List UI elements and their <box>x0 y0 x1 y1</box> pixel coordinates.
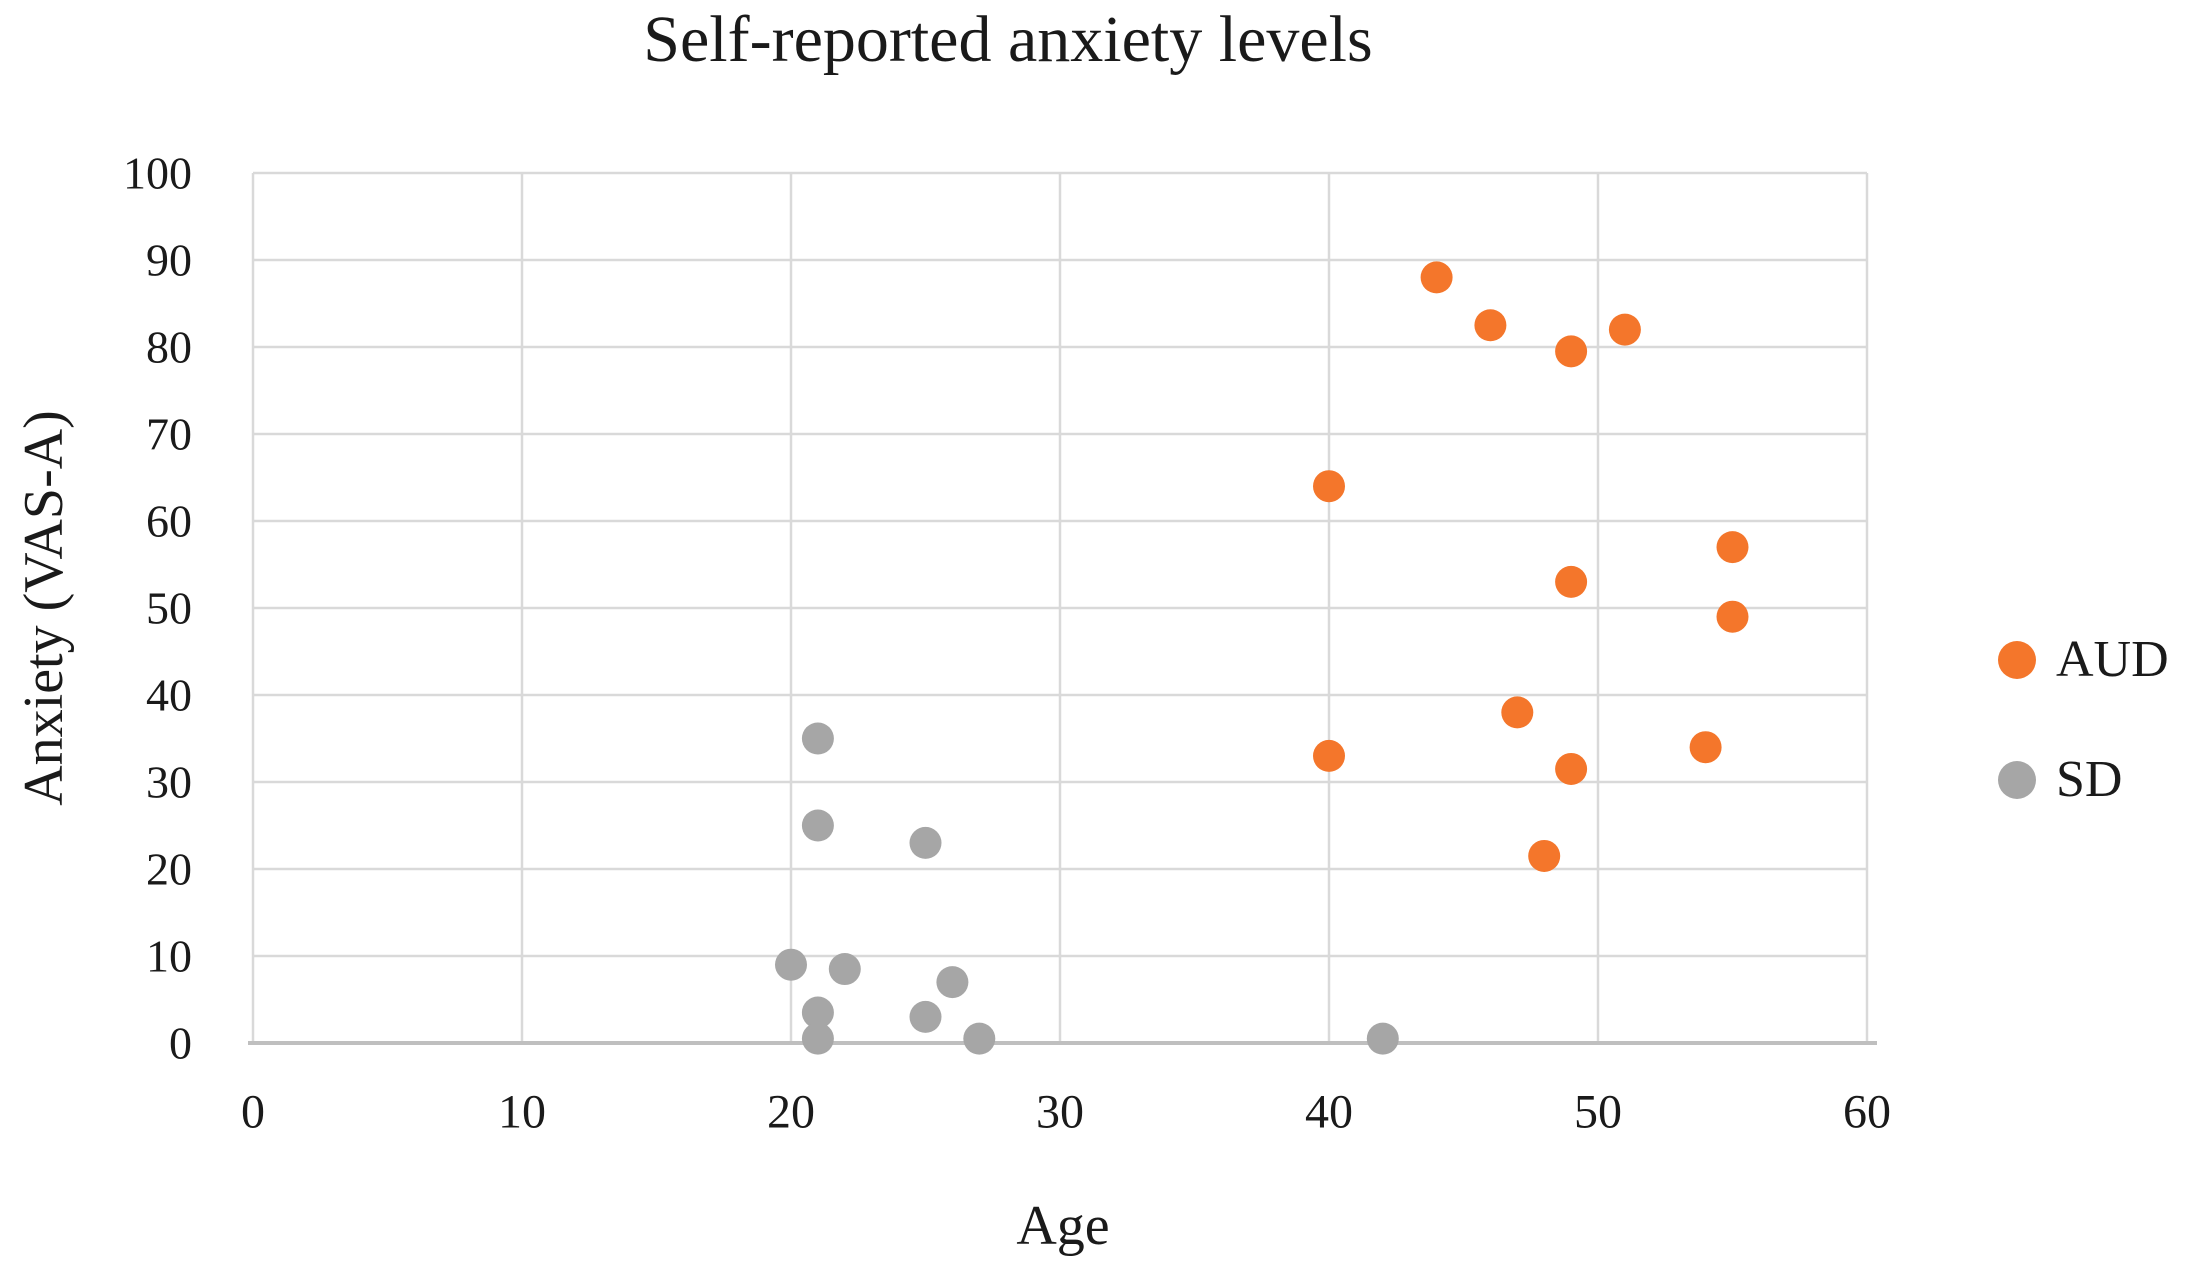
y-tick-label: 0 <box>169 1018 192 1069</box>
data-point-sd <box>775 948 807 981</box>
x-tick-label: 10 <box>498 1086 546 1139</box>
legend-item-sd: SD <box>1998 754 2169 806</box>
x-tick-label: 40 <box>1305 1086 1353 1139</box>
x-tick-label: 60 <box>1843 1086 1891 1139</box>
y-tick-label: 70 <box>146 409 192 460</box>
y-tick-label: 80 <box>146 322 192 373</box>
x-tick-label: 30 <box>1036 1086 1084 1139</box>
data-point-aud <box>1555 752 1588 785</box>
y-tick-label: 20 <box>146 844 192 895</box>
y-tick-label: 40 <box>146 670 192 721</box>
data-point-sd <box>801 722 834 755</box>
data-point-aud <box>1716 600 1749 633</box>
data-point-sd <box>909 826 942 859</box>
y-tick-label: 60 <box>146 496 192 547</box>
data-point-sd <box>936 966 969 999</box>
data-point-sd <box>801 1022 834 1055</box>
data-point-aud <box>1474 309 1507 342</box>
data-point-sd <box>909 1000 942 1033</box>
legend-marker-icon <box>1998 761 2036 799</box>
data-point-aud <box>1420 261 1453 294</box>
legend-label: AUD <box>2056 631 2169 688</box>
data-point-sd <box>801 996 834 1029</box>
legend-item-aud: AUD <box>1998 634 2169 686</box>
data-point-aud <box>1313 470 1345 503</box>
legend-label: SD <box>2056 751 2123 808</box>
data-point-aud <box>1608 313 1641 346</box>
data-point-sd <box>1366 1022 1399 1055</box>
x-tick-label: 50 <box>1574 1086 1622 1139</box>
data-point-aud <box>1501 696 1534 729</box>
x-axis-title: Age <box>1016 1195 1110 1257</box>
legend-marker-icon <box>1998 641 2036 679</box>
data-point-aud <box>1555 565 1588 598</box>
data-point-sd <box>828 953 861 986</box>
x-tick-label: 0 <box>241 1086 265 1139</box>
data-point-aud <box>1555 335 1588 368</box>
x-tick-label: 20 <box>767 1086 815 1139</box>
y-tick-label: 50 <box>146 583 192 634</box>
legend: AUD SD <box>1998 634 2169 806</box>
y-tick-label: 10 <box>146 931 192 982</box>
data-point-sd <box>963 1022 996 1055</box>
data-point-aud <box>1528 839 1561 872</box>
data-point-aud <box>1716 531 1749 564</box>
data-point-sd <box>801 809 834 842</box>
data-point-aud <box>1313 739 1345 772</box>
chart-title: Self-reported anxiety levels <box>643 3 1373 76</box>
y-tick-label: 90 <box>146 235 192 286</box>
y-tick-label: 30 <box>146 757 192 808</box>
y-tick-label: 100 <box>123 148 192 199</box>
data-point-aud <box>1689 731 1722 764</box>
